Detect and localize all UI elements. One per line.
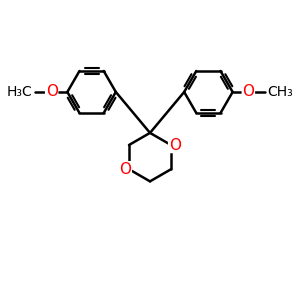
Text: O: O — [242, 85, 254, 100]
Text: O: O — [46, 85, 58, 100]
Text: O: O — [169, 137, 181, 152]
Text: CH₃: CH₃ — [267, 85, 293, 99]
Text: O: O — [119, 162, 131, 177]
Text: H₃C: H₃C — [7, 85, 33, 99]
